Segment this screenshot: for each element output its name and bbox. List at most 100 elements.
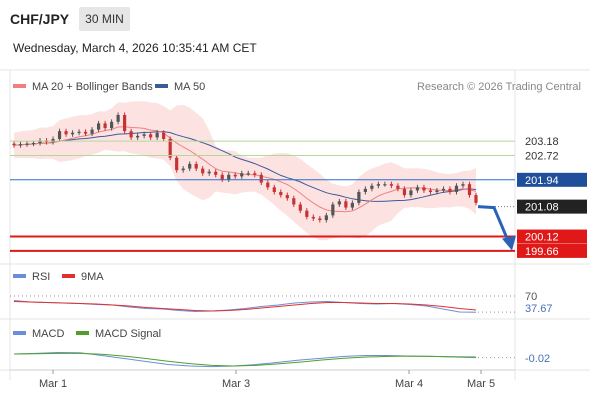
rsi-ma-line bbox=[13, 301, 477, 312]
macd-plot bbox=[13, 351, 515, 368]
ma50-line bbox=[13, 131, 477, 202]
candle bbox=[311, 216, 315, 219]
candle bbox=[435, 190, 439, 192]
candle bbox=[149, 134, 153, 138]
candle bbox=[25, 143, 29, 145]
candle bbox=[331, 204, 335, 216]
candle bbox=[292, 198, 296, 205]
candle bbox=[376, 184, 380, 186]
candle bbox=[155, 132, 159, 138]
candle bbox=[77, 131, 81, 133]
candle bbox=[188, 163, 192, 169]
rsi-value-label: 37.67 bbox=[525, 303, 553, 315]
candle bbox=[474, 195, 478, 203]
candle bbox=[31, 143, 36, 145]
candle bbox=[448, 188, 452, 192]
rsi-70-label: 70 bbox=[525, 291, 537, 303]
last-price-tag bbox=[517, 199, 587, 214]
candle bbox=[142, 134, 146, 136]
pivot-tag bbox=[517, 172, 587, 187]
price-plot bbox=[12, 101, 478, 241]
pivot-label: 201.94 bbox=[525, 175, 559, 187]
candle bbox=[441, 188, 446, 191]
x-tick-label: Mar 1 bbox=[39, 378, 67, 390]
candle bbox=[70, 132, 75, 135]
candle bbox=[214, 171, 218, 175]
candle bbox=[240, 173, 244, 177]
timestamp: Wednesday, March 4, 2026 10:35:41 AM CET bbox=[13, 41, 257, 55]
candle bbox=[57, 131, 62, 139]
candle bbox=[116, 114, 120, 122]
candle bbox=[175, 157, 179, 171]
bollinger-band bbox=[14, 101, 476, 241]
candle bbox=[467, 184, 472, 196]
candle bbox=[246, 173, 250, 175]
candle bbox=[324, 215, 328, 221]
ma50-legend: MA 50 bbox=[174, 81, 205, 93]
candle bbox=[402, 188, 407, 196]
x-tick-label: Mar 5 bbox=[467, 378, 495, 390]
candle bbox=[110, 121, 114, 129]
candle bbox=[266, 182, 270, 188]
credit-text: Research © 2026 Trading Central bbox=[417, 81, 581, 93]
candle bbox=[18, 144, 23, 146]
last-price-label: 201.08 bbox=[525, 202, 559, 214]
ma20-legend: MA 20 + Bollinger Bands bbox=[32, 81, 153, 93]
candle bbox=[350, 202, 354, 208]
macd-signal-swatch bbox=[76, 331, 89, 335]
rsi-ma-swatch bbox=[62, 274, 75, 278]
candle bbox=[422, 187, 426, 191]
price-levels: 203.18 202.72 201.94 201.08 200.12 199.66 bbox=[10, 136, 587, 258]
candle bbox=[305, 210, 309, 217]
candle bbox=[194, 163, 198, 169]
rsi-swatch bbox=[13, 274, 26, 278]
candle bbox=[318, 218, 322, 221]
candle bbox=[461, 184, 465, 186]
candle bbox=[220, 174, 224, 180]
timeframe-button[interactable]: 30 MIN bbox=[79, 7, 130, 31]
x-tick-label: Mar 3 bbox=[222, 378, 250, 390]
candle bbox=[201, 168, 205, 174]
candle bbox=[168, 138, 172, 158]
resistance-label: 202.72 bbox=[525, 150, 559, 162]
candle bbox=[428, 190, 433, 192]
forecast-arrow bbox=[477, 205, 510, 242]
candle bbox=[279, 191, 283, 196]
candle bbox=[233, 174, 237, 177]
ma20-swatch bbox=[13, 84, 26, 88]
candle bbox=[272, 187, 276, 192]
candle bbox=[285, 195, 289, 199]
candle bbox=[370, 185, 374, 189]
candle bbox=[38, 140, 42, 144]
candle bbox=[136, 135, 140, 138]
rsi-legend: RSI bbox=[32, 271, 50, 283]
candle bbox=[298, 204, 302, 211]
candle bbox=[396, 185, 400, 189]
forecast-arrowhead bbox=[502, 235, 516, 251]
candle bbox=[123, 114, 127, 132]
candle bbox=[363, 188, 367, 192]
rsi-ma-legend: 9MA bbox=[81, 271, 104, 283]
candle bbox=[103, 123, 107, 129]
support-tag bbox=[517, 229, 587, 244]
candle bbox=[259, 174, 263, 183]
x-axis-ticks: Mar 1 Mar 3 Mar 4 Mar 5 bbox=[39, 370, 495, 390]
candle bbox=[51, 138, 55, 143]
candle bbox=[64, 131, 68, 135]
macd-line bbox=[13, 351, 477, 368]
support-label: 199.66 bbox=[525, 246, 559, 258]
candle bbox=[83, 131, 88, 134]
candle bbox=[344, 201, 348, 208]
macd-signal-line bbox=[13, 352, 477, 367]
rsi-plot bbox=[13, 300, 515, 313]
candle bbox=[415, 187, 420, 191]
x-tick-label: Mar 4 bbox=[395, 378, 423, 390]
candle bbox=[337, 201, 341, 205]
pair-title: CHF/JPY bbox=[10, 11, 70, 27]
candle bbox=[90, 129, 94, 134]
candle bbox=[357, 191, 361, 203]
candle bbox=[12, 143, 16, 146]
candle bbox=[129, 131, 133, 138]
candle bbox=[389, 184, 394, 186]
